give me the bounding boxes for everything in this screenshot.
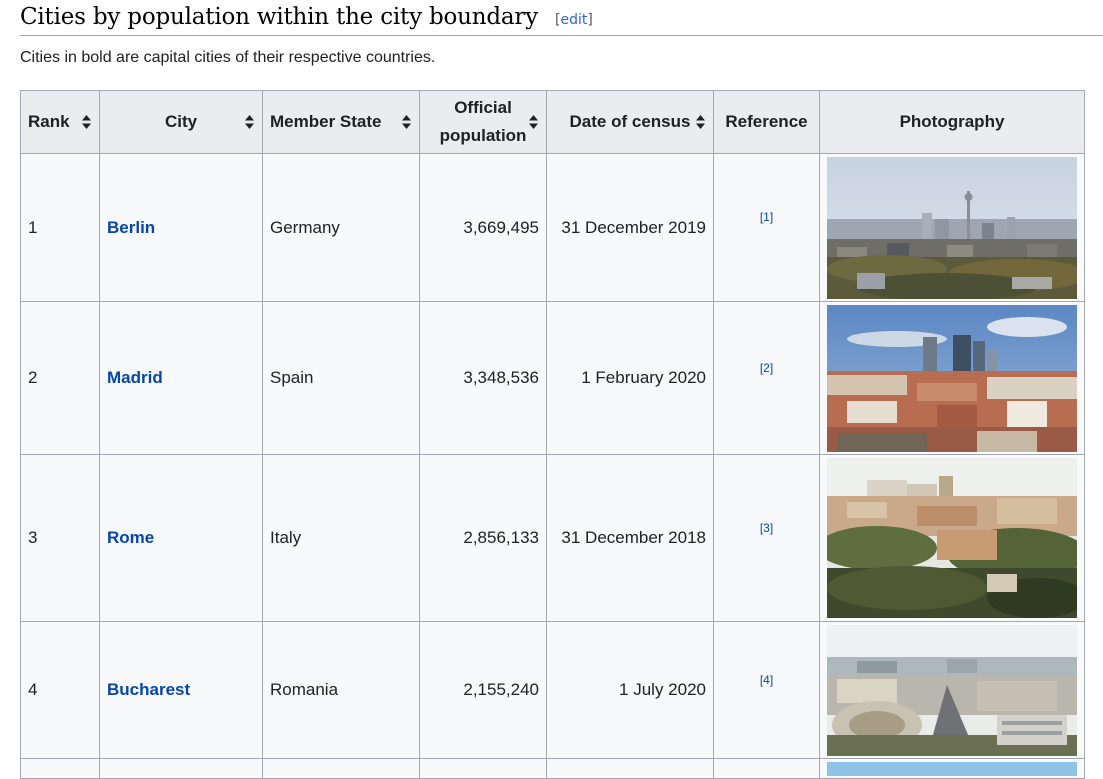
cell-city: Madrid: [99, 301, 263, 455]
sort-city-icon[interactable]: [245, 115, 254, 129]
cell-reference: [4]: [713, 621, 820, 759]
cell-photo: [819, 454, 1085, 622]
rome-panorama-photo[interactable]: [827, 458, 1077, 618]
cell-date: 31 December 2019: [546, 153, 714, 302]
table-row: 3 Rome Italy 2,856,133 31 December 2018 …: [20, 454, 1085, 622]
madrid-skyline-photo[interactable]: [827, 304, 1077, 452]
header-member-state[interactable]: Member State: [262, 90, 420, 154]
table-row: 2 Madrid Spain 3,348,536 1 February 2020…: [20, 301, 1085, 455]
header-photo-label: Photography: [899, 112, 1005, 131]
cell-member-state: Romania: [262, 621, 420, 759]
cell-date: 1 February 2020: [546, 301, 714, 455]
cell-photo: [819, 621, 1085, 759]
cell-date: [546, 758, 714, 779]
cell-member-state: Italy: [262, 454, 420, 622]
city-link-madrid[interactable]: Madrid: [107, 368, 163, 387]
edit-bracket-open: [: [555, 12, 561, 28]
cell-member-state: Germany: [262, 153, 420, 302]
header-city[interactable]: City: [99, 90, 263, 154]
cell-rank: 1: [20, 153, 100, 302]
next-city-photo[interactable]: [827, 761, 1077, 776]
cell-population: 2,856,133: [419, 454, 547, 622]
sort-date-icon[interactable]: [696, 115, 705, 129]
cell-rank: 3: [20, 454, 100, 622]
section-heading: Cities by population within the city bou…: [20, 0, 1103, 36]
table-row: 4 Bucharest Romania 2,155,240 1 July 202…: [20, 621, 1085, 759]
section-title: Cities by population within the city bou…: [20, 4, 539, 30]
header-member-state-label: Member State: [270, 112, 382, 131]
city-link-berlin[interactable]: Berlin: [107, 217, 156, 237]
bucharest-aerial-photo[interactable]: [827, 624, 1077, 756]
cell-reference: [1]: [713, 153, 820, 302]
header-date-label: Date of census: [569, 112, 691, 131]
intro-text: Cities in bold are capital cities of the…: [20, 49, 436, 66]
city-link-rome[interactable]: Rome: [107, 528, 155, 547]
header-rank-label: Rank: [28, 112, 70, 131]
cell-city: Rome: [99, 454, 263, 622]
sort-population-icon[interactable]: [529, 115, 538, 129]
cell-population: 3,669,495: [419, 153, 547, 302]
berlin-skyline-photo[interactable]: [827, 156, 1077, 299]
sort-rank-icon[interactable]: [82, 115, 91, 129]
header-population-line1: Official: [454, 98, 512, 117]
cell-population: 3,348,536: [419, 301, 547, 455]
cell-city: [99, 758, 263, 779]
table-row-partial: [20, 758, 1085, 779]
edit-section-link[interactable]: edit: [560, 12, 588, 28]
sort-member-state-icon[interactable]: [402, 115, 411, 129]
cell-photo: [819, 758, 1085, 779]
edit-bracket-close: ]: [587, 12, 593, 28]
reference-link-2[interactable]: [2]: [759, 360, 774, 375]
header-reference: Reference: [713, 90, 820, 154]
reference-link-1[interactable]: [1]: [759, 210, 774, 225]
cell-population: [419, 758, 547, 779]
header-reference-label: Reference: [725, 112, 808, 131]
cell-rank: 4: [20, 621, 100, 759]
cell-reference: [3]: [713, 454, 820, 622]
cell-rank: 2: [20, 301, 100, 455]
reference-link-3[interactable]: [3]: [759, 520, 774, 535]
cell-date: 1 July 2020: [546, 621, 714, 759]
header-population-line2: population: [439, 126, 527, 145]
cell-date: 31 December 2018: [546, 454, 714, 622]
edit-section: [edit]: [555, 12, 593, 28]
cell-member-state: [262, 758, 420, 779]
cell-city: Berlin: [99, 153, 263, 302]
cell-member-state: Spain: [262, 301, 420, 455]
city-link-bucharest[interactable]: Bucharest: [107, 680, 191, 699]
header-date[interactable]: Date of census: [546, 90, 714, 154]
cell-city: Bucharest: [99, 621, 263, 759]
header-rank[interactable]: Rank: [20, 90, 100, 154]
cell-photo: [819, 301, 1085, 455]
header-population[interactable]: Official population: [419, 90, 547, 154]
cell-reference: [713, 758, 820, 779]
table-header-row: Rank City Member State Official populati…: [20, 90, 1085, 154]
cell-population: 2,155,240: [419, 621, 547, 759]
cell-rank: [20, 758, 100, 779]
cell-photo: [819, 153, 1085, 302]
reference-link-4[interactable]: [4]: [759, 672, 774, 687]
cell-reference: [2]: [713, 301, 820, 455]
header-photo: Photography: [819, 90, 1085, 154]
table-row: 1 Berlin Germany 3,669,495 31 December 2…: [20, 153, 1085, 302]
header-city-label: City: [164, 112, 198, 131]
cities-table: Rank City Member State Official populati…: [20, 90, 1085, 779]
